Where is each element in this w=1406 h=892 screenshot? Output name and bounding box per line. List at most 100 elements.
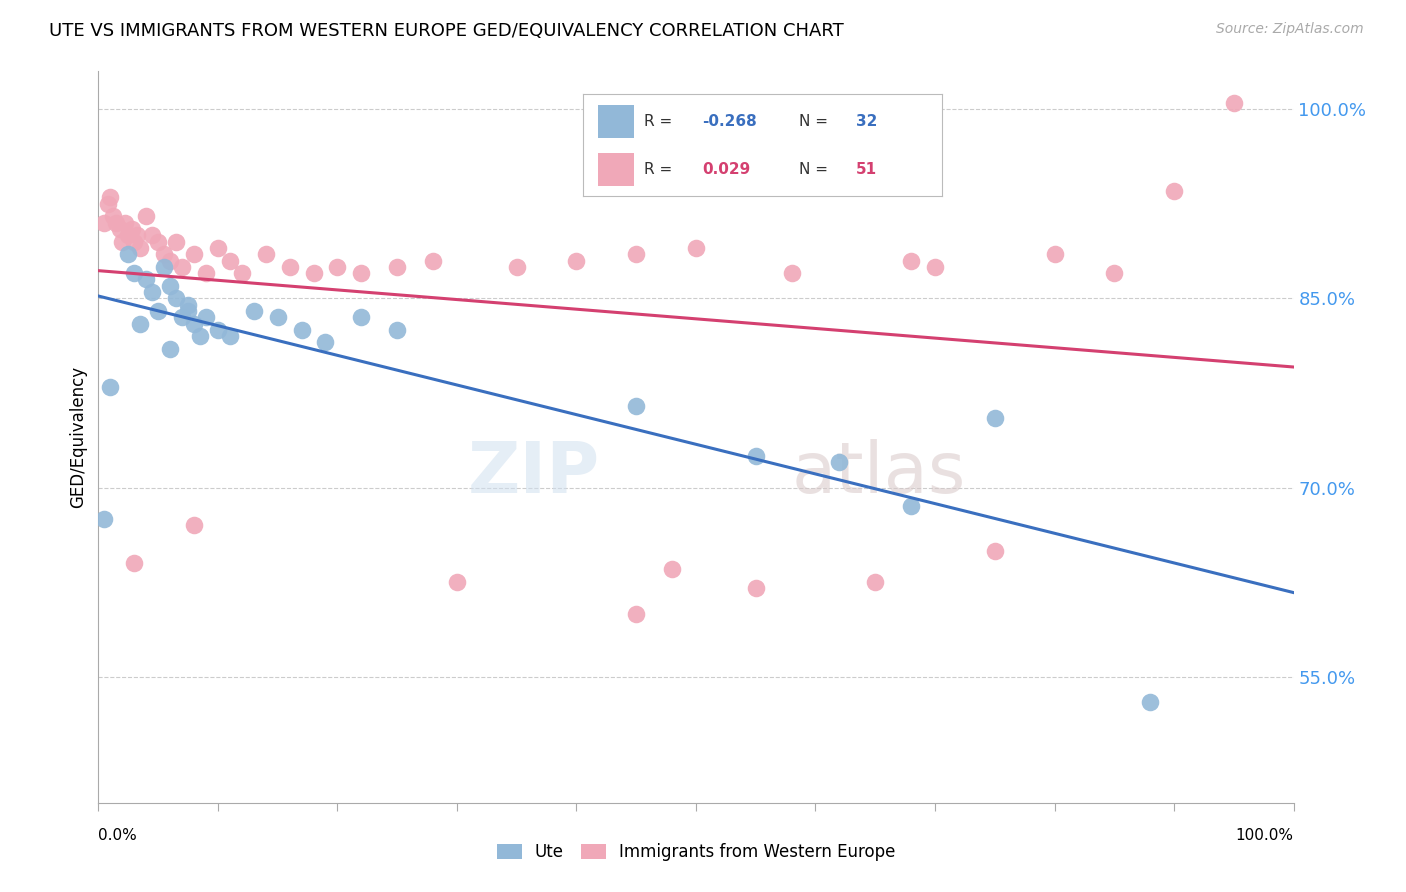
- Point: [302, 266, 325, 280]
- Point: [172, 260, 194, 274]
- Point: [207, 323, 229, 337]
- Text: R =: R =: [644, 162, 672, 178]
- Point: [422, 253, 444, 268]
- Point: [745, 582, 768, 596]
- Point: [188, 329, 211, 343]
- Text: 0.0%: 0.0%: [98, 828, 138, 843]
- Point: [108, 222, 131, 236]
- Point: [219, 329, 242, 343]
- Point: [124, 266, 146, 280]
- Point: [148, 235, 170, 249]
- Point: [900, 253, 922, 268]
- Point: [626, 247, 648, 261]
- Text: atlas: atlas: [792, 439, 966, 508]
- Point: [97, 196, 120, 211]
- Point: [105, 216, 128, 230]
- Text: R =: R =: [644, 114, 672, 128]
- Point: [124, 235, 146, 249]
- Legend: Ute, Immigrants from Western Europe: Ute, Immigrants from Western Europe: [489, 837, 903, 868]
- Point: [93, 216, 115, 230]
- Point: [135, 210, 157, 224]
- Point: [350, 266, 373, 280]
- Point: [565, 253, 588, 268]
- Point: [165, 291, 187, 305]
- Point: [172, 310, 194, 325]
- Text: Source: ZipAtlas.com: Source: ZipAtlas.com: [1216, 22, 1364, 37]
- Point: [121, 222, 143, 236]
- Text: 32: 32: [856, 114, 877, 128]
- Point: [195, 310, 218, 325]
- Point: [828, 455, 851, 469]
- Point: [326, 260, 349, 274]
- Point: [1163, 184, 1185, 198]
- Point: [745, 449, 768, 463]
- Point: [385, 260, 409, 274]
- FancyBboxPatch shape: [598, 105, 634, 137]
- Text: UTE VS IMMIGRANTS FROM WESTERN EUROPE GED/EQUIVALENCY CORRELATION CHART: UTE VS IMMIGRANTS FROM WESTERN EUROPE GE…: [49, 22, 844, 40]
- Point: [177, 304, 200, 318]
- Point: [506, 260, 529, 274]
- Point: [117, 247, 139, 261]
- Point: [153, 260, 176, 274]
- Text: 100.0%: 100.0%: [1236, 828, 1294, 843]
- Point: [1139, 695, 1161, 709]
- Point: [93, 512, 115, 526]
- Point: [141, 228, 163, 243]
- Point: [291, 323, 314, 337]
- Point: [626, 399, 648, 413]
- Point: [195, 266, 218, 280]
- Text: 0.029: 0.029: [702, 162, 749, 178]
- Point: [159, 342, 181, 356]
- Text: N =: N =: [799, 162, 828, 178]
- Point: [350, 310, 373, 325]
- Point: [661, 562, 683, 576]
- Point: [780, 266, 803, 280]
- Point: [385, 323, 409, 337]
- Point: [626, 607, 648, 621]
- Point: [243, 304, 266, 318]
- Point: [148, 304, 170, 318]
- Point: [101, 210, 124, 224]
- Y-axis label: GED/Equivalency: GED/Equivalency: [69, 366, 87, 508]
- Point: [165, 235, 187, 249]
- Point: [865, 575, 887, 590]
- Point: [984, 543, 1007, 558]
- Point: [135, 272, 157, 286]
- Text: ZIP: ZIP: [468, 439, 600, 508]
- Text: 51: 51: [856, 162, 877, 178]
- Point: [685, 241, 707, 255]
- Point: [159, 253, 181, 268]
- Text: -0.268: -0.268: [702, 114, 756, 128]
- Point: [125, 228, 148, 243]
- Point: [207, 241, 229, 255]
- Point: [278, 260, 301, 274]
- Point: [315, 335, 337, 350]
- Point: [1223, 95, 1246, 110]
- Point: [141, 285, 163, 299]
- Point: [153, 247, 176, 261]
- Point: [177, 298, 200, 312]
- Point: [924, 260, 946, 274]
- Text: N =: N =: [799, 114, 828, 128]
- FancyBboxPatch shape: [598, 153, 634, 186]
- Point: [1043, 247, 1066, 261]
- Point: [183, 518, 205, 533]
- Point: [219, 253, 242, 268]
- Point: [129, 241, 152, 255]
- Point: [231, 266, 253, 280]
- Point: [114, 216, 136, 230]
- Point: [98, 190, 122, 204]
- Point: [984, 411, 1007, 425]
- Point: [900, 500, 922, 514]
- Point: [159, 278, 181, 293]
- Point: [98, 379, 122, 393]
- Point: [183, 247, 205, 261]
- Point: [1104, 266, 1126, 280]
- Point: [117, 228, 139, 243]
- Point: [254, 247, 277, 261]
- Point: [446, 575, 468, 590]
- Point: [129, 317, 152, 331]
- Point: [111, 235, 134, 249]
- Point: [183, 317, 205, 331]
- Point: [124, 556, 146, 570]
